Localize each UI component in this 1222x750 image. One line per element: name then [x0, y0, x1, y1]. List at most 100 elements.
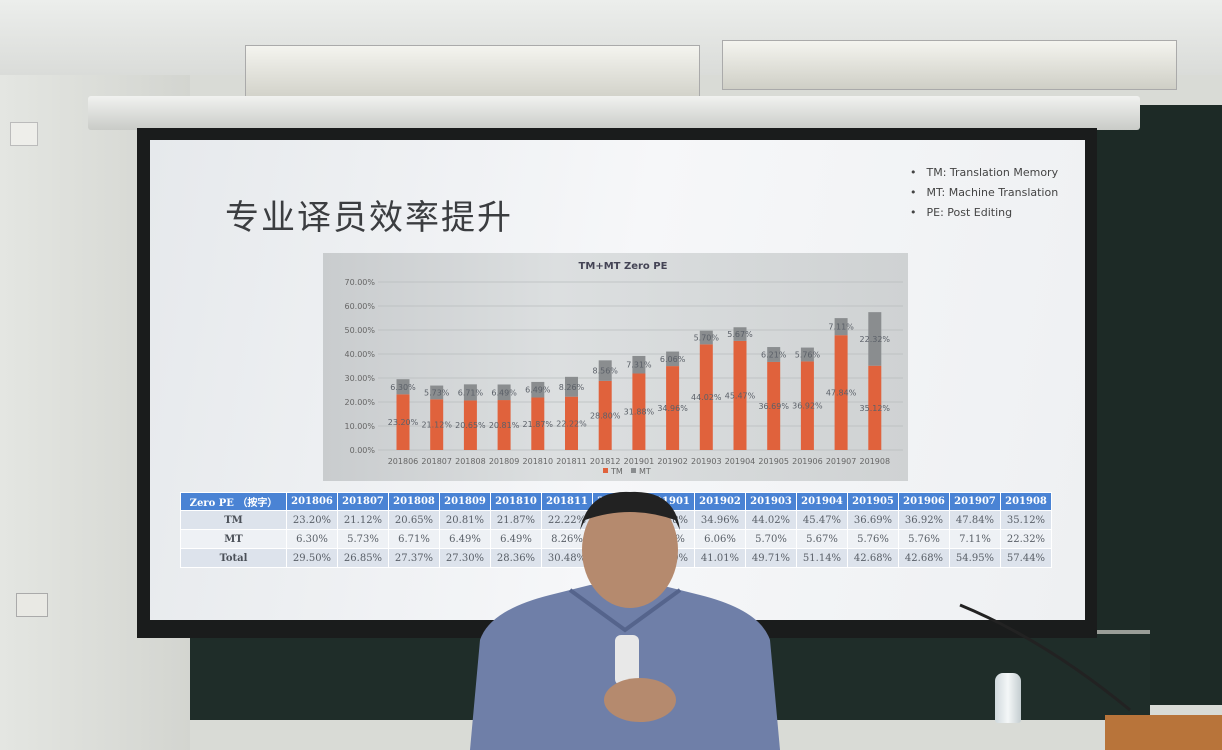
- table-column-header: 201905: [847, 492, 899, 511]
- x-tick-label: 201809: [489, 457, 520, 466]
- legend-label: MT: [639, 467, 651, 476]
- x-tick-label: 201907: [826, 457, 857, 466]
- stacked-bar-chart: TM+MT Zero PE 0.00% 10.00% 20.00% 30.00% 40.0…: [344, 261, 903, 476]
- data-label-mt: 6.30%: [390, 383, 416, 392]
- table-cell: 44.02%: [745, 510, 797, 530]
- x-tick-label: 201905: [758, 457, 789, 466]
- table-cell: 41.01%: [694, 548, 746, 568]
- chalkboard: [1095, 105, 1222, 705]
- bar-tm: [463, 400, 477, 450]
- table-cell: 29.50%: [286, 548, 338, 568]
- bar-tm: [868, 365, 882, 450]
- bar-tm: [565, 396, 578, 450]
- table-cell: 5.70%: [745, 529, 797, 549]
- table-corner-header: Zero PE （按字）: [180, 492, 287, 511]
- bar-tm: [699, 344, 713, 450]
- table-cell: 27.37%: [388, 548, 440, 568]
- bar-mt: [834, 318, 848, 336]
- table-cell: 20.65%: [388, 510, 440, 530]
- table-column-header: 201906: [898, 492, 950, 511]
- bar-mt: [632, 355, 646, 374]
- data-label-mt: 6.71%: [458, 388, 484, 397]
- table-cell: 5.67%: [796, 529, 848, 549]
- bar-mt: [767, 347, 781, 362]
- row-label: MT: [180, 529, 287, 549]
- table-cell: 47.84%: [949, 510, 1001, 530]
- table-cell: 49.71%: [745, 548, 797, 568]
- presenter: [470, 491, 780, 750]
- table-cell: 42.68%: [847, 548, 899, 568]
- light-switch: [16, 593, 48, 617]
- bar-tm: [767, 361, 781, 450]
- table-cell: 28.36%: [490, 548, 542, 568]
- table-cell: 26.85%: [337, 548, 389, 568]
- data-label-tm: 36.92%: [792, 402, 823, 411]
- data-label-tm: 28.80%: [590, 411, 621, 420]
- y-tick-label: 30.00%: [344, 374, 375, 383]
- bar-tm: [396, 394, 410, 450]
- data-label-tm: 23.20%: [388, 418, 419, 427]
- bar-mt: [666, 351, 680, 367]
- data-label-tm: 22.22%: [556, 419, 587, 428]
- y-tick-label: 50.00%: [344, 326, 375, 335]
- data-label-tm: 20.65%: [455, 421, 486, 430]
- table-cell: 57.44%: [1000, 548, 1052, 568]
- bar-mt: [565, 376, 578, 397]
- data-label-tm: 47.84%: [826, 389, 857, 398]
- data-label-mt: 5.76%: [795, 350, 821, 359]
- table-cell: 6.49%: [490, 529, 542, 549]
- table-cell: 30.48%: [541, 548, 593, 568]
- table-cell: 34.96%: [694, 510, 746, 530]
- row-label: TM: [180, 510, 287, 530]
- table-cell: 36.92%: [898, 510, 950, 530]
- x-tick-label: 201811: [556, 457, 587, 466]
- bar-mt: [699, 330, 713, 345]
- bullet-item: PE: Post Editing: [910, 203, 1058, 223]
- bar-tm: [531, 397, 545, 450]
- table-cell: 6.30%: [286, 529, 338, 549]
- data-label-tm: 21.87%: [523, 420, 554, 429]
- x-tick-label: 201807: [421, 457, 452, 466]
- data-label-mt: 8.56%: [592, 367, 618, 376]
- bar-tm: [632, 373, 646, 450]
- bar-mt: [800, 347, 814, 362]
- presenter-face: [582, 492, 678, 608]
- ceiling-light: [245, 45, 700, 103]
- y-tick-label: 10.00%: [344, 422, 375, 431]
- table-column-header: 201809: [439, 492, 491, 511]
- table-column-header: 201808: [388, 492, 440, 511]
- presenter-hair: [580, 491, 680, 530]
- y-tick-label: 60.00%: [344, 302, 375, 311]
- bar-tm: [800, 361, 814, 450]
- data-label-tm: 36.69%: [758, 402, 789, 411]
- x-tick-label: 201902: [657, 457, 688, 466]
- podium: [1105, 715, 1222, 750]
- x-tick-label: 201906: [792, 457, 823, 466]
- y-tick-label: 40.00%: [344, 350, 375, 359]
- x-tick-label: 201903: [691, 457, 722, 466]
- x-tick-label: 201904: [725, 457, 756, 466]
- legend-label: TM: [610, 467, 623, 476]
- bar-tm: [430, 399, 444, 450]
- bar-mt: [598, 360, 612, 381]
- bar-tm: [666, 366, 680, 450]
- bullet-item: MT: Machine Translation: [910, 183, 1059, 203]
- table-cell: 54.95%: [949, 548, 1001, 568]
- bar-tm: [733, 340, 747, 450]
- data-label-mt: 6.49%: [491, 388, 517, 397]
- table-cell: 6.49%: [439, 529, 491, 549]
- slide-bullets: TM: Translation Memory MT: Machine Trans…: [910, 163, 1059, 223]
- x-tick-label: 201812: [590, 457, 621, 466]
- table-cell: 8.26%: [541, 529, 593, 549]
- data-label-tm: 44.02%: [691, 393, 722, 402]
- table-column-header: 201904: [796, 492, 848, 511]
- bar-mt: [733, 327, 747, 341]
- table-row: Total 29.50% 26.85% 27.37% 27.30% 28.36% 30.48…: [180, 548, 1052, 568]
- microphone: [959, 603, 1131, 712]
- slide-title: 专业译员效率提升: [225, 198, 513, 238]
- data-label-tm: 21.12%: [421, 421, 452, 430]
- bar-tm: [497, 400, 511, 450]
- data-label-tm: 35.12%: [860, 404, 891, 413]
- bar-tm: [834, 335, 848, 450]
- projector-screen-case: [88, 96, 1140, 130]
